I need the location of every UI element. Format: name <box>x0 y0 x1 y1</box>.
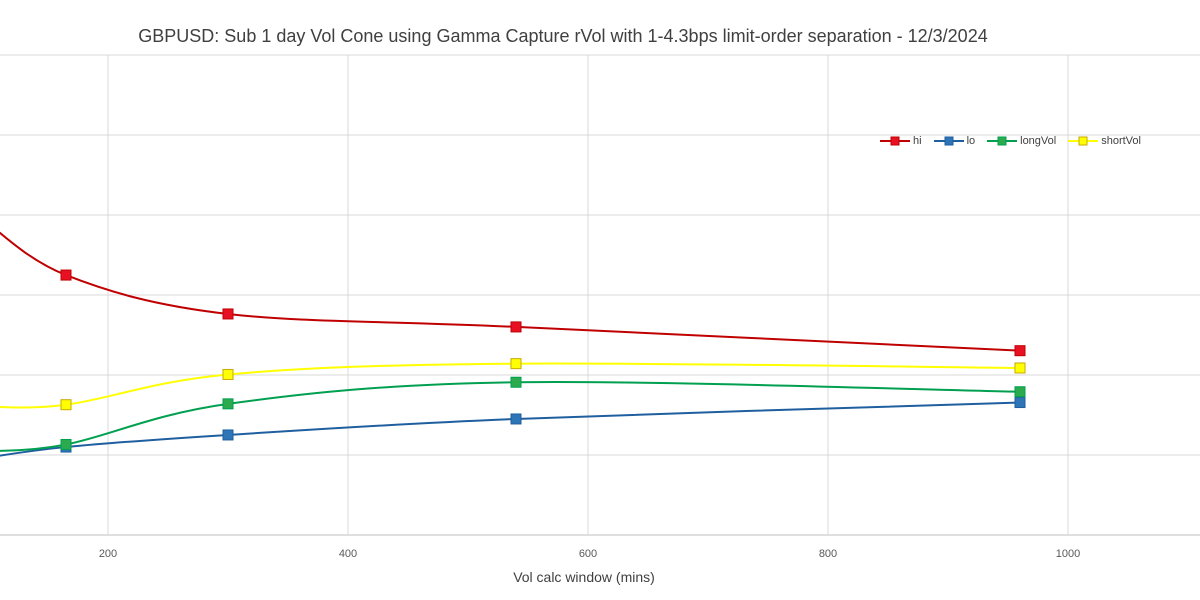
series-line-shortVol <box>0 362 1021 409</box>
legend-item-longVol: longVol <box>987 135 1056 147</box>
marker-hi <box>1014 345 1026 357</box>
marker-hi <box>60 269 72 281</box>
marker-hi <box>222 308 234 320</box>
marker-hi <box>510 321 522 333</box>
marker-longVol <box>1014 386 1026 398</box>
x-tick-label: 400 <box>339 548 357 560</box>
chart-title: GBPUSD: Sub 1 day Vol Cone using Gamma C… <box>138 26 988 46</box>
legend-swatch-longVol <box>987 136 1018 146</box>
legend-label-hi: hi <box>913 135 922 147</box>
x-tick-label: 600 <box>579 548 597 560</box>
gridlines <box>0 54 1200 536</box>
marker-longVol <box>222 398 234 410</box>
marker-longVol <box>60 438 72 450</box>
marker-lo <box>222 429 234 441</box>
legend-swatch-shortVol <box>1068 136 1099 146</box>
x-tick-label: 1000 <box>1056 548 1080 560</box>
legend: hi lo longVol shortVol <box>880 133 1153 149</box>
marker-shortVol <box>1014 362 1026 374</box>
legend-swatch-marker <box>890 136 900 146</box>
x-tick-label: 800 <box>819 548 837 560</box>
legend-item-hi: hi <box>880 135 922 147</box>
marker-longVol <box>510 376 522 388</box>
legend-item-lo: lo <box>933 135 976 147</box>
legend-label-shortVol: shortVol <box>1101 135 1141 147</box>
x-tick-labels: 200 400 600 800 1000 <box>99 548 1080 560</box>
legend-swatch-marker <box>997 136 1007 146</box>
legend-swatch-hi <box>880 136 910 146</box>
legend-item-shortVol: shortVol <box>1068 135 1141 147</box>
legend-label-longVol: longVol <box>1020 135 1057 147</box>
marker-lo <box>1014 397 1026 409</box>
legend-swatch-marker <box>944 136 954 146</box>
series-line-hi <box>0 231 1021 352</box>
legend-swatch-marker <box>1078 136 1088 146</box>
series-line-lo <box>0 401 1021 457</box>
series-lines <box>0 231 1021 457</box>
legend-swatch-lo <box>933 136 964 146</box>
legend-label-lo: lo <box>966 135 976 147</box>
x-tick-label: 200 <box>99 548 117 560</box>
x-axis-label: Vol calc window (mins) <box>513 569 655 585</box>
marker-lo <box>510 413 522 425</box>
series-line-longVol <box>0 380 1021 452</box>
marker-shortVol <box>510 358 522 370</box>
series-markers <box>60 269 1026 453</box>
marker-shortVol <box>60 399 72 411</box>
marker-shortVol <box>222 368 234 380</box>
